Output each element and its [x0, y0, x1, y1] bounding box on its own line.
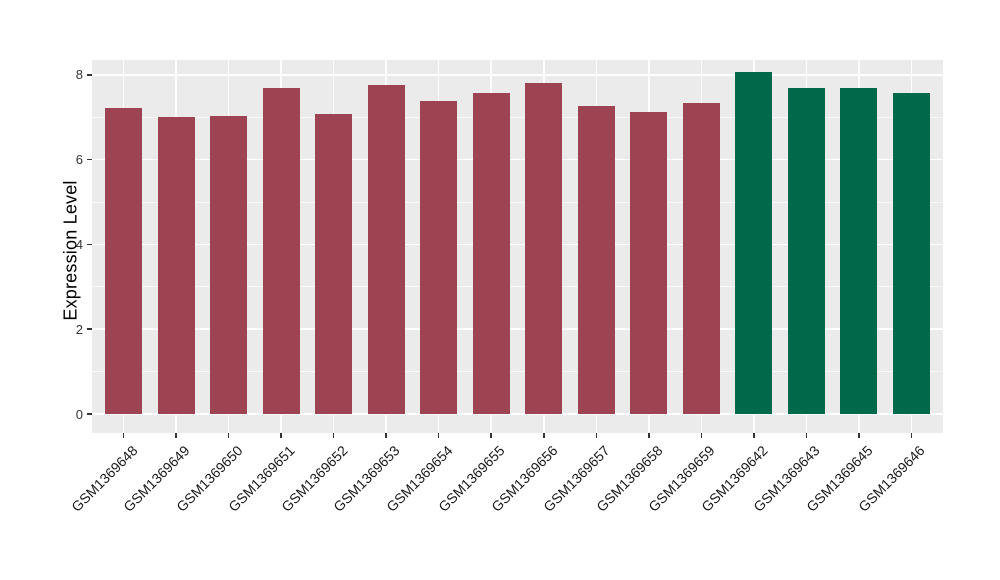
x-tick-mark-GSM1369646 [910, 433, 913, 438]
bar-GSM1369655 [472, 93, 510, 414]
bar-GSM1369652 [315, 114, 353, 414]
x-tick-mark-GSM1369653 [385, 433, 387, 438]
x-tick-mark-GSM1369655 [490, 433, 492, 438]
bar-GSM1369648 [105, 108, 143, 414]
gridline-major-y2 [92, 328, 943, 330]
y-tick-mark-0 [87, 413, 92, 415]
x-tick-mark-GSM1369645 [858, 433, 860, 438]
plot-panel [92, 60, 943, 433]
x-tick-mark-GSM1369643 [805, 433, 808, 438]
bar-GSM1369653 [367, 85, 405, 414]
x-tick-mark-GSM1369651 [280, 433, 282, 438]
y-tick-label-6: 6 [75, 152, 83, 168]
bar-GSM1369659 [682, 102, 720, 414]
bar-GSM1369650 [210, 115, 248, 414]
gridline-minor-y3 [92, 286, 943, 288]
bar-GSM1369646 [892, 93, 930, 414]
gridline-major-y6 [92, 158, 943, 161]
x-tick-mark-GSM1369648 [122, 433, 125, 438]
x-tick-mark-GSM1369642 [753, 433, 755, 438]
gridline-minor-y5 [92, 201, 943, 203]
y-tick-mark-2 [87, 328, 92, 330]
gridline-major-y0 [92, 413, 943, 415]
bar-GSM1369654 [420, 100, 458, 414]
bar-GSM1369645 [840, 88, 878, 414]
y-tick-label-0: 0 [75, 406, 83, 422]
x-tick-mark-GSM1369649 [175, 433, 177, 438]
bar-GSM1369643 [787, 88, 825, 414]
gridline-major-y8 [92, 74, 943, 76]
y-tick-label-8: 8 [75, 67, 83, 83]
y-tick-label-2: 2 [75, 321, 83, 337]
x-tick-mark-GSM1369650 [227, 433, 230, 438]
bar-GSM1369651 [262, 87, 300, 414]
bar-GSM1369649 [157, 116, 195, 414]
x-tick-mark-GSM1369658 [648, 433, 650, 438]
gridline-major-y4 [92, 243, 943, 246]
x-tick-mark-GSM1369652 [332, 433, 335, 438]
y-tick-label-4: 4 [75, 236, 83, 252]
bar-GSM1369657 [577, 106, 615, 414]
gridline-minor-y1 [92, 371, 943, 373]
bar-GSM1369658 [630, 112, 668, 414]
bar-GSM1369656 [525, 82, 563, 414]
y-tick-mark-4 [87, 243, 92, 246]
bar-GSM1369642 [735, 72, 773, 414]
x-tick-mark-GSM1369659 [700, 433, 703, 438]
y-tick-mark-8 [87, 74, 92, 76]
x-tick-mark-GSM1369654 [437, 433, 440, 438]
x-tick-mark-GSM1369657 [595, 433, 598, 438]
gridline-minor-y7 [92, 116, 943, 118]
x-tick-mark-GSM1369656 [543, 433, 545, 438]
y-tick-mark-6 [87, 158, 92, 161]
